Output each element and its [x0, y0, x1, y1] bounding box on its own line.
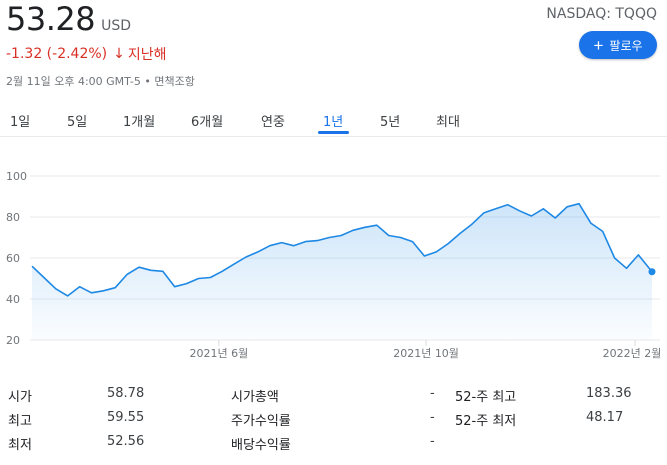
x-tick-label: 2022년 2월: [603, 347, 662, 360]
tab-1m[interactable]: 1개월: [123, 115, 156, 130]
active-tab-indicator: [318, 131, 349, 134]
price-change: -1.32 (-2.42%) ↓ 지난해: [6, 44, 167, 64]
stat-label-low: 최저: [8, 438, 32, 453]
quote-timestamp[interactable]: 2월 11일 오후 4:00 GMT-5 • 면책조항: [6, 75, 195, 88]
stat-label-market-cap: 시가총액: [231, 390, 279, 405]
x-tick-label: 2021년 6월: [189, 347, 248, 360]
arrow-down-icon: ↓: [113, 46, 125, 62]
y-tick-label: 80: [6, 211, 20, 224]
tab-5d[interactable]: 5일: [67, 115, 88, 130]
y-tick-label: 100: [6, 170, 27, 183]
quote-header: 53.28 USD: [6, 0, 131, 38]
tab-1y[interactable]: 1년: [323, 115, 344, 130]
stat-label-52w-low: 52-주 최저: [455, 414, 517, 429]
follow-button-label: 팔로우: [609, 38, 643, 53]
price-line: [31, 202, 653, 297]
last-price-marker: [648, 268, 656, 276]
tab-max[interactable]: 최대: [436, 115, 460, 130]
stat-value-52w-low: 48.17: [586, 410, 624, 425]
change-value: -1.32 (-2.42%): [6, 46, 108, 62]
x-tick-label: 2021년 10월: [393, 347, 459, 360]
tab-5y[interactable]: 5년: [380, 115, 401, 130]
tab-6m[interactable]: 6개월: [191, 115, 224, 130]
tab-ytd[interactable]: 연중: [261, 115, 285, 130]
exchange-ticker[interactable]: NASDAQ: TQQQ: [546, 6, 657, 22]
stat-label-52w-high: 52-주 최고: [455, 390, 517, 405]
y-tick-label: 20: [6, 334, 20, 347]
tab-1d[interactable]: 1일: [10, 115, 31, 130]
tabs-divider: [0, 136, 667, 137]
stat-label-open: 시가: [8, 390, 32, 405]
change-period: 지난해: [127, 47, 167, 63]
stat-value-open: 58.78: [107, 386, 145, 401]
stat-value-low: 52.56: [107, 434, 145, 449]
price-chart[interactable]: 100 80 60 40 20 2021년 6월 2021년 10월 2022년 2월: [0, 160, 667, 365]
stat-value-high: 59.55: [107, 410, 145, 425]
stat-label-pe-ratio: 주가수익률: [231, 414, 291, 429]
price-area-fill: [32, 203, 652, 340]
y-tick-label: 40: [6, 293, 20, 306]
y-tick-label: 60: [6, 252, 20, 265]
stat-label-high: 최고: [8, 414, 32, 429]
stat-value-pe-ratio: -: [430, 410, 435, 425]
currency-label: USD: [101, 18, 132, 34]
stat-value-market-cap: -: [430, 386, 435, 401]
stat-value-dividend-yield: -: [430, 434, 435, 449]
plus-icon: +: [593, 35, 604, 55]
current-price: 53.28: [6, 0, 96, 38]
stat-value-52w-high: 183.36: [586, 386, 632, 401]
follow-button[interactable]: + 팔로우: [579, 31, 657, 59]
stat-label-dividend-yield: 배당수익률: [231, 438, 291, 453]
